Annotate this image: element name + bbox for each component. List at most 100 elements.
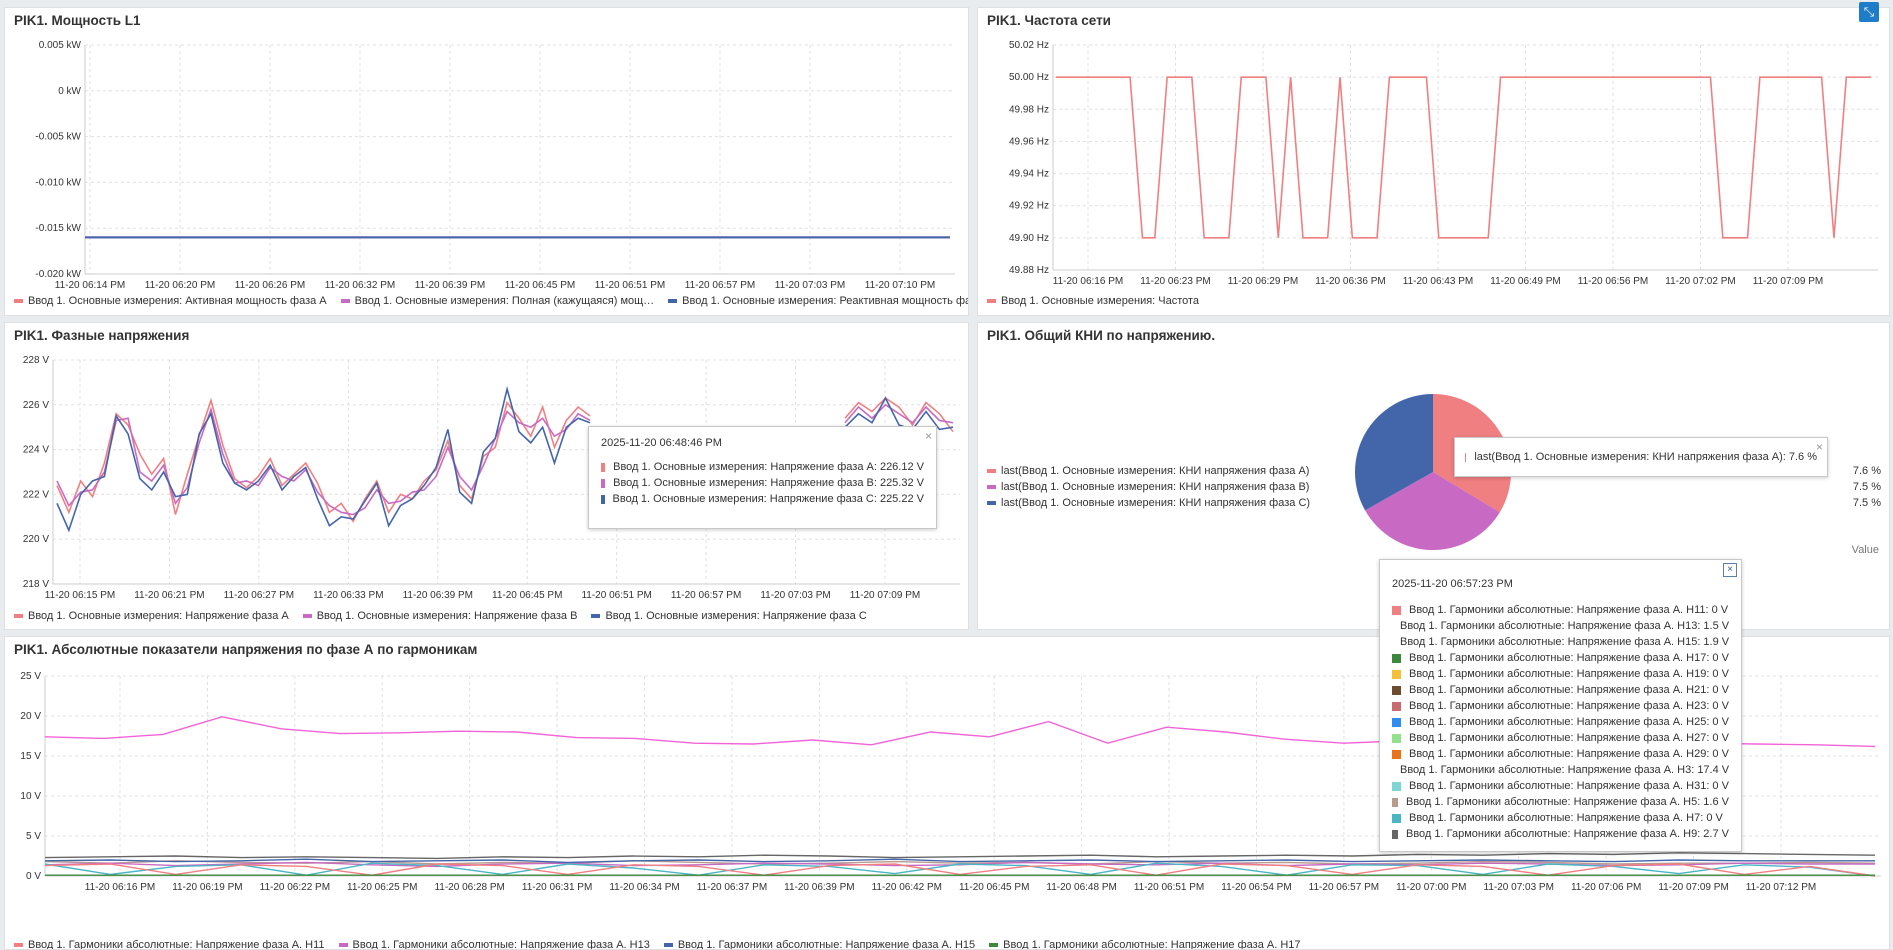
tooltip-row: Ввод 1. Гармоники абсолютные: Напряжение… [1392, 810, 1729, 826]
series-swatch [591, 614, 601, 618]
pie-slice [1365, 472, 1500, 550]
series-swatch [1392, 781, 1401, 791]
x-tick-label: 11-20 06:49 PM [1490, 276, 1560, 287]
y-tick-label: 222 V [23, 489, 49, 500]
tooltip-row: Ввод 1. Гармоники абсолютные: Напряжение… [1392, 762, 1729, 778]
x-tick-label: 11-20 06:39 PM [403, 590, 473, 601]
series-swatch [1392, 605, 1401, 615]
legend-label: Ввод 1. Основные измерения: Напряжение ф… [28, 610, 289, 622]
series-swatch [1465, 452, 1467, 462]
x-tick-label: 11-20 06:29 PM [1228, 276, 1298, 287]
legend-item[interactable]: Ввод 1. Основные измерения: Напряжение ф… [14, 610, 289, 622]
legend-item[interactable]: Ввод 1. Основные измерения: Реактивная м… [668, 295, 969, 307]
series-swatch [987, 485, 996, 489]
series-swatch [14, 614, 23, 618]
legend-item[interactable]: Ввод 1. Гармоники абсолютные: Напряжение… [663, 939, 975, 949]
legend-item[interactable]: Ввод 1. Гармоники абсолютные: Напряжение… [338, 939, 650, 950]
legend-label: Ввод 1. Основные измерения: Активная мощ… [28, 295, 327, 307]
series-swatch [989, 943, 999, 947]
x-tick-label: 11-20 06:51 PM [595, 280, 665, 291]
pie-value: 7.6 % [1852, 465, 1881, 477]
x-tick-label: 11-20 06:57 PM [685, 280, 755, 291]
tooltip-label: Ввод 1. Основные измерения: Напряжение ф… [613, 477, 924, 489]
series-swatch [987, 299, 996, 303]
legend-label: Ввод 1. Основные измерения: Реактивная м… [682, 295, 969, 307]
series-line [844, 397, 954, 433]
x-tick-label: 11-20 07:03 PM [760, 590, 830, 601]
x-tick-label: 11-20 07:03 PM [775, 280, 845, 291]
y-tick-label: 0.005 kW [39, 40, 82, 51]
x-tick-label: 11-20 06:27 PM [224, 590, 294, 601]
tooltip-label: Ввод 1. Гармоники абсолютные: Напряжение… [1409, 732, 1729, 744]
y-tick-label: -0.020 kW [35, 269, 81, 280]
chart-legend: Ввод 1. Основные измерения: Частота [987, 295, 1199, 307]
expand-icon[interactable]: ⤡ [1859, 2, 1879, 22]
y-tick-label: 5 V [26, 831, 41, 842]
x-tick-label: 11-20 07:09 PM [1658, 882, 1728, 893]
chart-tooltip: × 2025-11-20 06:48:46 PM Ввод 1. Основны… [588, 426, 937, 529]
power-chart[interactable]: 0.005 kW 0 kW -0.005 kW -0.010 kW -0.015 kW -… [5, 8, 969, 316]
x-tick-label: 11-20 06:39 PM [415, 280, 485, 291]
pie-legend-item[interactable]: last(Ввод 1. Основные измерения: КНИ нап… [987, 497, 1310, 509]
x-tick-label: 11-20 07:10 PM [865, 280, 935, 291]
x-tick-label: 11-20 07:09 PM [850, 590, 920, 601]
x-tick-label: 11-20 06:42 PM [872, 882, 942, 893]
x-tick-label: 11-20 06:54 PM [1221, 882, 1291, 893]
legend-item[interactable]: Ввод 1. Гармоники абсолютные: Напряжение… [989, 939, 1301, 949]
x-tick-label: 11-20 06:16 PM [85, 882, 155, 893]
tooltip-label: Ввод 1. Гармоники абсолютные: Напряжение… [1409, 668, 1729, 680]
y-tick-label: 10 V [20, 791, 41, 802]
legend-item[interactable]: Ввод 1. Основные измерения: Полная (кажу… [340, 295, 654, 307]
frequency-chart[interactable]: 50.02 Hz 50.00 Hz 49.98 Hz 49.96 Hz 49.94 Hz… [978, 8, 1890, 316]
close-icon[interactable]: × [1815, 440, 1823, 454]
legend-label: Ввод 1. Гармоники абсолютные: Напряжение… [352, 939, 650, 950]
series-swatch [601, 478, 606, 488]
pie-legend-item[interactable]: last(Ввод 1. Основные измерения: КНИ нап… [987, 481, 1309, 493]
x-tick-label: 11-20 06:56 PM [1578, 276, 1648, 287]
legend-item[interactable]: Ввод 1. Основные измерения: Активная мощ… [14, 295, 327, 307]
series-swatch [1392, 685, 1401, 695]
series-line [56, 406, 591, 516]
x-tick-label: 11-20 06:20 PM [145, 280, 215, 291]
x-tick-label: 11-20 06:48 PM [1046, 882, 1116, 893]
tooltip-label: Ввод 1. Гармоники абсолютные: Напряжение… [1400, 636, 1730, 648]
x-tick-label: 11-20 06:16 PM [1053, 276, 1123, 287]
tooltip-label: Ввод 1. Гармоники абсолютные: Напряжение… [1409, 700, 1729, 712]
series-swatch [14, 943, 23, 947]
y-tick-label: 49.96 Hz [1009, 136, 1049, 147]
legend-item[interactable]: Ввод 1. Основные измерения: Напряжение ф… [302, 610, 578, 622]
voltage-chart[interactable]: 228 V 226 V 224 V 222 V 220 V 218 V11-20 06:1… [5, 323, 969, 630]
y-tick-label: 0 V [26, 871, 41, 882]
x-tick-label: 11-20 06:23 PM [1140, 276, 1210, 287]
x-tick-label: 11-20 06:26 PM [235, 280, 305, 291]
series-swatch [1392, 701, 1401, 711]
chart-legend: Ввод 1. Основные измерения: Напряжение ф… [14, 610, 867, 622]
tooltip-label: Ввод 1. Гармоники абсолютные: Напряжение… [1409, 748, 1729, 760]
x-tick-label: 11-20 07:09 PM [1753, 276, 1823, 287]
pie-legend-item[interactable]: last(Ввод 1. Основные измерения: КНИ нап… [987, 465, 1309, 477]
close-icon[interactable]: × [1723, 563, 1737, 577]
tooltip-row: Ввод 1. Гармоники абсолютные: Напряжение… [1392, 714, 1729, 730]
pie-value-header: Value [1851, 544, 1879, 556]
y-tick-label: 0 kW [58, 86, 81, 97]
x-tick-label: 11-20 06:45 PM [505, 280, 575, 291]
legend-item[interactable]: Ввод 1. Основные измерения: Напряжение ф… [591, 610, 867, 622]
y-tick-label: 224 V [23, 445, 49, 456]
series-swatch [1392, 797, 1398, 807]
legend-item[interactable]: Ввод 1. Основные измерения: Частота [987, 295, 1199, 307]
x-tick-label: 11-20 07:03 PM [1484, 882, 1554, 893]
pie-slice [1355, 394, 1433, 511]
y-tick-label: 49.88 Hz [1009, 265, 1049, 276]
y-tick-label: 228 V [23, 355, 49, 366]
legend-item[interactable]: Ввод 1. Гармоники абсолютные: Напряжение… [14, 939, 325, 949]
series-swatch [1392, 829, 1398, 839]
series-swatch [1392, 669, 1401, 679]
tooltip-label: Ввод 1. Гармоники абсолютные: Напряжение… [1405, 796, 1729, 808]
close-icon[interactable]: × [924, 429, 932, 443]
harmonics-tooltip: × 2025-11-20 06:57:23 PM Ввод 1. Гармони… [1379, 559, 1742, 852]
legend-label: last(Ввод 1. Основные измерения: КНИ нап… [1001, 497, 1311, 509]
tooltip-row: Ввод 1. Гармоники абсолютные: Напряжение… [1392, 650, 1729, 666]
legend-label: Ввод 1. Основные измерения: Напряжение ф… [316, 610, 578, 622]
pie-value: 7.5 % [1852, 481, 1881, 493]
